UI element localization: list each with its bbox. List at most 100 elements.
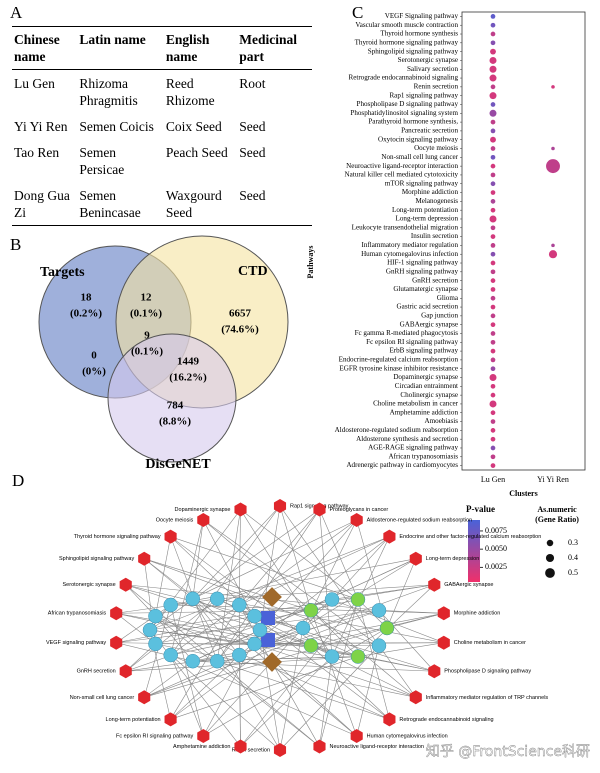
pathway-label: Choline metabolism in cancer xyxy=(454,640,526,646)
edge xyxy=(254,615,435,672)
pathway-label: Endocrine and other factor-regulated cal… xyxy=(399,534,541,540)
table-cell: Seed xyxy=(239,145,266,160)
dot xyxy=(490,31,496,37)
panel-label: A xyxy=(10,3,23,22)
table-row: Lu Gen Rhizoma Phragmitis Reed Rhizome Root xyxy=(12,70,312,114)
table-cell: Semen Benincasae xyxy=(77,182,164,226)
dot xyxy=(551,85,555,89)
edge xyxy=(144,558,312,611)
pathway-node xyxy=(428,577,441,592)
region-percent: (8.8%) xyxy=(159,416,191,428)
dot xyxy=(490,322,496,328)
pathway-label: GnRH secretion xyxy=(77,669,116,675)
y-tick-label: Choline metabolism in cancer xyxy=(373,400,459,408)
edges xyxy=(116,505,444,751)
target-node xyxy=(232,597,247,613)
y-tick-label: Salivary secretion xyxy=(407,65,458,73)
pathway-node xyxy=(119,577,132,592)
herb-node xyxy=(261,633,275,647)
table-cell: Rhizoma Phragmitis xyxy=(79,76,138,108)
edge xyxy=(155,615,435,672)
target-node xyxy=(209,591,225,607)
target-node xyxy=(247,636,262,652)
region-count: 0 xyxy=(91,350,97,362)
dot xyxy=(490,428,496,433)
pathway-label: Neuroactive ligand-receptor interaction xyxy=(329,744,423,750)
dot xyxy=(490,287,496,292)
table-cell: Reed Rhizome xyxy=(165,76,215,108)
target-node xyxy=(295,620,311,636)
y-tick-label: Leukocyte transendothelial migration xyxy=(352,223,459,231)
edge xyxy=(216,509,320,662)
dot xyxy=(490,234,496,239)
table-cell: Peach Seed xyxy=(165,145,228,160)
pathway-node xyxy=(313,502,326,517)
edge xyxy=(240,599,359,747)
y-tick-label: Neuroactive ligand-receptor interaction xyxy=(346,162,458,170)
y-tick-label: Inflammatory mediator regulation xyxy=(361,241,458,249)
edge xyxy=(192,519,357,600)
edge xyxy=(149,584,435,631)
table-cell: Yi Yi Ren xyxy=(14,119,68,134)
dot xyxy=(490,260,496,266)
dot xyxy=(490,331,496,336)
pathway-label: Long-term potentiation xyxy=(106,717,161,723)
dot xyxy=(490,172,496,178)
size-key xyxy=(546,539,554,547)
y-tick-label: Gastric acid secretion xyxy=(397,303,459,311)
dot xyxy=(489,65,497,73)
region-percent: (0.2%) xyxy=(70,308,102,320)
pathway-node xyxy=(383,712,396,727)
edge xyxy=(357,599,390,720)
dot xyxy=(490,436,496,442)
dot xyxy=(490,304,496,310)
pathway-node xyxy=(110,606,123,621)
colorbar-label: 0.0025 xyxy=(485,562,507,571)
dot xyxy=(490,278,496,283)
table-cell: Lu Gen xyxy=(14,76,55,91)
edge xyxy=(310,610,359,657)
pathway-node xyxy=(110,635,123,650)
pathway-node xyxy=(197,512,210,527)
dot xyxy=(490,392,496,398)
pathway-label: Amphetamine addiction xyxy=(173,744,230,750)
table-cell: Semen Coicis xyxy=(79,119,154,134)
pathway-node xyxy=(119,664,132,679)
edge xyxy=(238,509,241,605)
pathway-label: Thyroid hormone signaling pathway xyxy=(74,534,161,540)
edge xyxy=(238,604,241,747)
edge xyxy=(125,599,333,672)
y-tick-label: Aldosterone-regulated sodium reabsorptio… xyxy=(335,426,459,434)
edge xyxy=(378,645,417,698)
y-tick-label: Cholinergic synapse xyxy=(400,391,458,399)
dot xyxy=(490,84,496,90)
column-header: Chinese name xyxy=(12,26,78,70)
edge xyxy=(155,615,320,747)
target-node xyxy=(163,597,178,613)
pathway-label: Proteoglycans in cancer xyxy=(329,507,388,513)
pathway-label: Retrograde endocannabinoid signaling xyxy=(399,717,493,723)
y-tick-label: Dopaminergic synapse xyxy=(393,373,458,381)
edge xyxy=(203,627,304,737)
edge xyxy=(144,558,193,600)
x-tick-label: Yi Yi Ren xyxy=(537,475,569,484)
edge xyxy=(319,509,333,657)
y-tick-label: Renin secretion xyxy=(414,82,459,90)
target-node xyxy=(247,608,262,624)
set-label: Targets xyxy=(40,265,85,280)
pathway-label: Fc epsilon RI signaling pathway xyxy=(116,733,194,739)
panel-label: B xyxy=(10,235,21,254)
target-node xyxy=(324,649,340,664)
edge xyxy=(192,519,204,599)
dot xyxy=(490,454,496,460)
y-tick-label: Aldosterone synthesis and secretion xyxy=(356,435,458,443)
target-node xyxy=(148,636,163,652)
size-label: 0.5 xyxy=(568,568,578,577)
dot xyxy=(490,146,496,151)
edge xyxy=(386,558,417,629)
pathway-node xyxy=(437,606,450,621)
table-cell: Coix Seed xyxy=(165,119,222,134)
target-node xyxy=(185,653,201,669)
target-node xyxy=(350,649,366,664)
